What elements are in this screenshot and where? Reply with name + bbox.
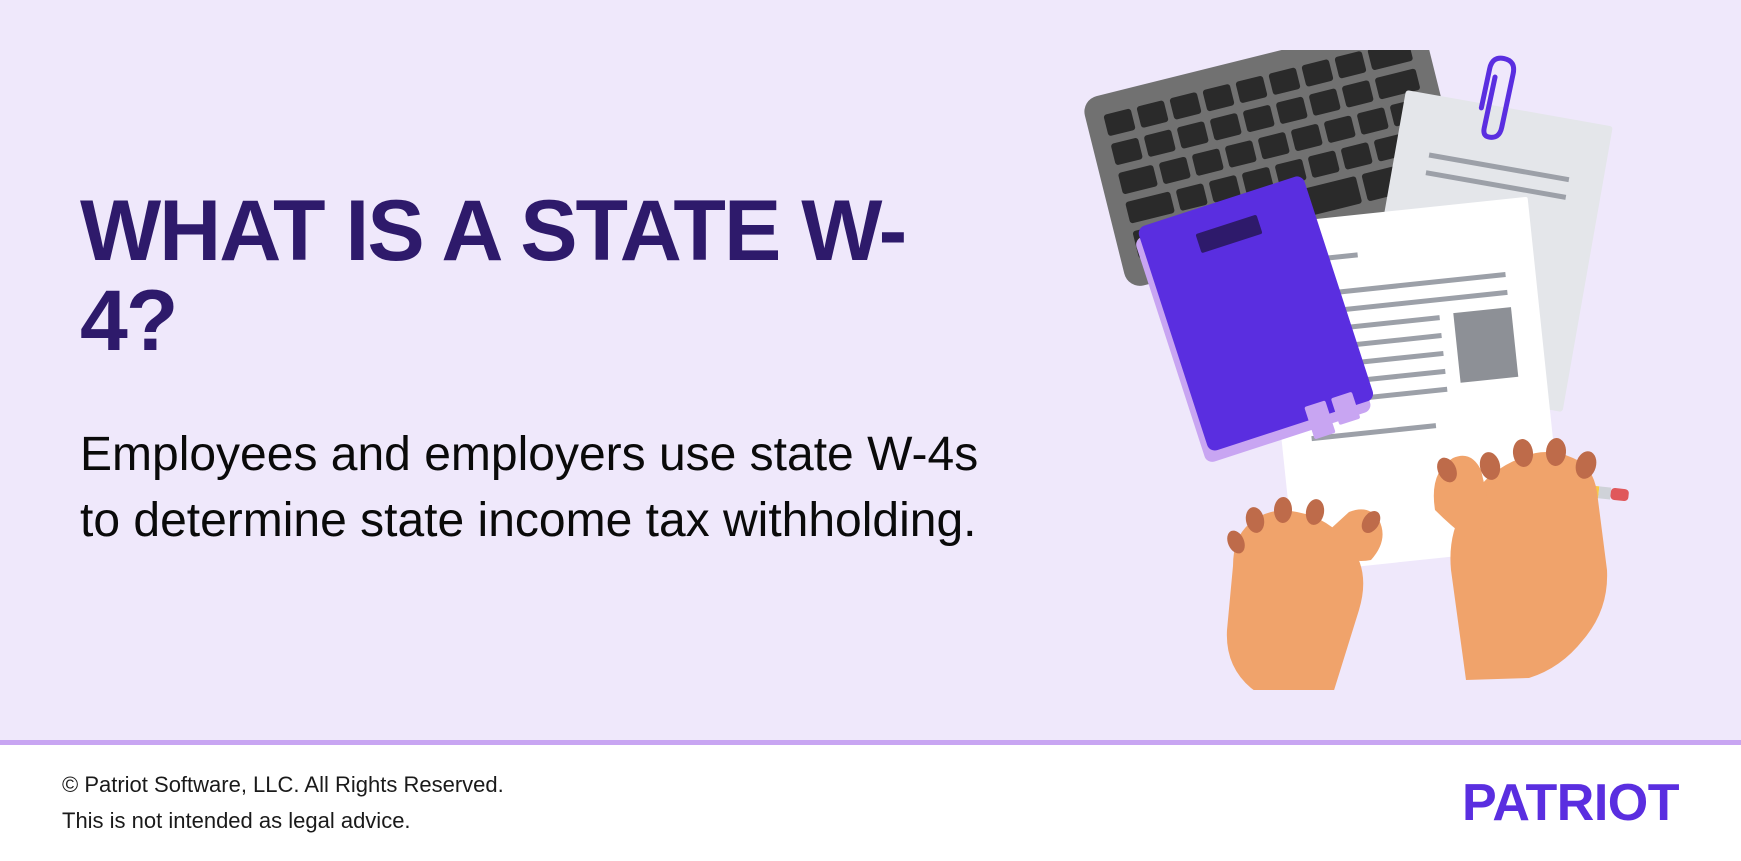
brand-logo: PATRIOT [1462, 773, 1679, 833]
text-block: WHAT IS A STATE W-4? Employees and emplo… [0, 186, 980, 554]
footer: © Patriot Software, LLC. All Rights Rese… [0, 745, 1741, 861]
heading: WHAT IS A STATE W-4? [80, 186, 980, 367]
main-panel: WHAT IS A STATE W-4? Employees and emplo… [0, 0, 1741, 740]
footer-left: © Patriot Software, LLC. All Rights Rese… [62, 772, 504, 834]
copyright-text: © Patriot Software, LLC. All Rights Rese… [62, 772, 504, 798]
body-text: Employees and employers use state W-4s t… [80, 422, 980, 554]
disclaimer-text: This is not intended as legal advice. [62, 808, 504, 834]
desk-illustration [1031, 50, 1671, 690]
left-hand-icon [1224, 497, 1384, 690]
right-hand-icon [1433, 437, 1607, 680]
